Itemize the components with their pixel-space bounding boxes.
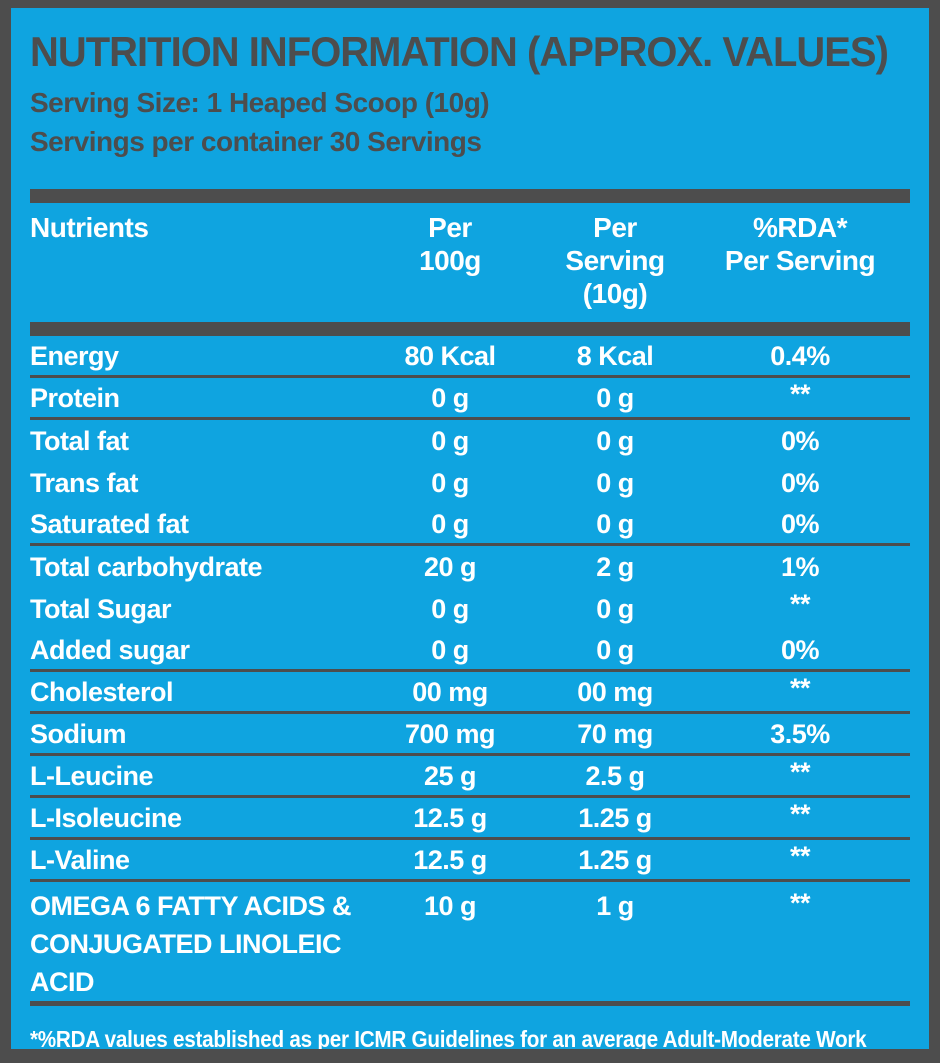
col-header-rda-per-serving: %RDA* Per Serving	[724, 212, 876, 276]
value-rda: **	[789, 841, 811, 871]
value-rda: 0%	[780, 468, 820, 498]
nutrient-name: Sodium	[30, 718, 127, 749]
nutrient-name: Cholesterol	[30, 676, 174, 707]
table-row: Total carbohydrate 20 g 2 g 1%	[30, 546, 910, 588]
value-rda: **	[789, 799, 811, 829]
table-header-row: Nutrients Per 100g Per Serving (10g) %RD…	[30, 203, 910, 310]
table-row: L-Leucine 25 g 2.5 g **	[30, 756, 910, 798]
value-per-serving: 1 g	[596, 891, 634, 921]
table-row: Total Sugar 0 g 0 g **	[30, 588, 910, 630]
nutrient-name: L-Isoleucine	[30, 802, 182, 833]
table-row: L-Valine 12.5 g 1.25 g **	[30, 840, 910, 882]
value-per-serving: 70 mg	[577, 718, 653, 749]
nutrient-name: L-Leucine	[30, 760, 154, 791]
value-per-serving: 0 g	[596, 508, 634, 539]
value-per-serving: 1.25 g	[578, 802, 652, 833]
value-rda: **	[789, 589, 811, 619]
value-rda: 1%	[780, 552, 820, 582]
value-per-serving: 1.25 g	[578, 844, 652, 875]
value-per-100g: 0 g	[431, 634, 469, 665]
nutrient-name: Protein	[30, 382, 120, 413]
value-rda: 0%	[780, 634, 820, 665]
servings-per-container-text: Servings per container 30 Servings	[30, 126, 482, 157]
table-row: Sodium 700 mg 70 mg 3.5%	[30, 714, 910, 756]
value-per-serving: 00 mg	[577, 676, 653, 707]
nutrient-name: Saturated fat	[30, 508, 189, 539]
value-per-serving: 2 g	[596, 552, 634, 582]
table-top-bar	[30, 189, 910, 203]
value-per-serving: 0 g	[596, 468, 634, 498]
value-per-100g: 20 g	[423, 552, 477, 582]
table-row: Trans fat 0 g 0 g 0%	[30, 462, 910, 504]
value-per-100g: 00 mg	[412, 676, 488, 707]
nutrient-name: Trans fat	[30, 468, 139, 498]
table-header-bottom-bar	[30, 322, 910, 336]
nutrient-name: Total fat	[30, 426, 129, 456]
value-rda: **	[789, 757, 811, 787]
value-per-100g: 700 mg	[404, 718, 496, 749]
table-row: Energy 80 Kcal 8 Kcal 0.4%	[30, 336, 910, 378]
table-row: L-Isoleucine 12.5 g 1.25 g **	[30, 798, 910, 840]
value-rda: 0%	[780, 426, 820, 456]
value-per-100g: 0 g	[431, 594, 469, 624]
footnotes: *%RDA values established as per ICMR Gui…	[30, 1022, 910, 1049]
nutrient-name: Energy	[30, 340, 119, 371]
label-content: NUTRITION INFORMATION (APPROX. VALUES) S…	[11, 8, 929, 1049]
table-row: Protein 0 g 0 g **	[30, 378, 910, 420]
table-row: OMEGA 6 FATTY ACIDS & CONJUGATED LINOLEI…	[30, 882, 910, 1006]
nutrient-name: L-Valine	[30, 844, 130, 875]
value-per-serving: 8 Kcal	[576, 340, 654, 371]
col-header-nutrients: Nutrients	[30, 212, 149, 243]
page-title: NUTRITION INFORMATION (APPROX. VALUES)	[30, 28, 889, 75]
value-per-100g: 12.5 g	[413, 802, 487, 833]
table-row: Saturated fat 0 g 0 g 0%	[30, 504, 910, 546]
value-per-serving: 0 g	[596, 594, 634, 624]
value-per-100g: 0 g	[431, 426, 469, 456]
value-per-100g: 25 g	[423, 760, 477, 791]
value-rda: 3.5%	[770, 718, 830, 749]
nutrient-name: Added sugar	[30, 634, 190, 665]
serving-size-text: Serving Size: 1 Heaped Scoop (10g)	[30, 87, 490, 118]
value-per-100g: 0 g	[431, 508, 469, 539]
value-rda: **	[789, 888, 811, 918]
value-per-100g: 80 Kcal	[404, 340, 496, 371]
value-per-serving: 0 g	[596, 382, 634, 413]
value-rda: **	[789, 379, 811, 409]
table-row: Total fat 0 g 0 g 0%	[30, 420, 910, 462]
value-rda: **	[789, 673, 811, 703]
value-per-serving: 2.5 g	[585, 760, 645, 791]
value-per-100g: 12.5 g	[413, 844, 487, 875]
footnote-rda-established: *%RDA values established as per ICMR Gui…	[30, 1026, 867, 1049]
value-rda: 0.4%	[770, 340, 830, 371]
nutrient-name: Total Sugar	[30, 594, 172, 624]
nutrient-name: Total carbohydrate	[30, 552, 263, 582]
value-rda: 0%	[780, 508, 820, 539]
value-per-100g: 0 g	[431, 468, 469, 498]
table-row: Cholesterol 00 mg 00 mg **	[30, 672, 910, 714]
value-per-100g: 10 g	[423, 891, 477, 921]
nutrient-name: OMEGA 6 FATTY ACIDS & CONJUGATED LINOLEI…	[30, 891, 352, 997]
col-header-per-100g: Per 100g	[419, 212, 481, 276]
value-per-100g: 0 g	[431, 382, 469, 413]
value-per-serving: 0 g	[596, 426, 634, 456]
table-row: Added sugar 0 g 0 g 0%	[30, 630, 910, 672]
col-header-per-serving: Per Serving (10g)	[565, 212, 665, 309]
value-per-serving: 0 g	[596, 634, 634, 665]
